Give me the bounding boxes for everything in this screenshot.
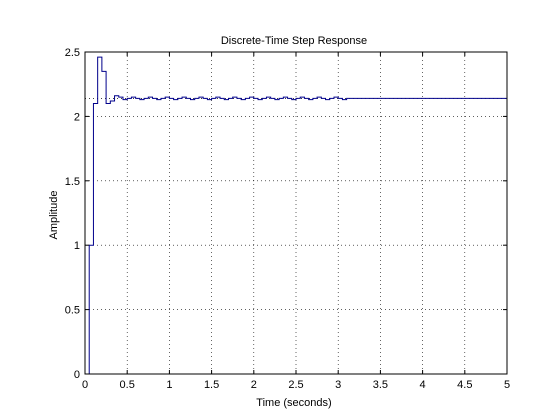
axis-ticks (84, 51, 508, 375)
y-axis-label: Amplitude (48, 191, 60, 240)
x-tick-label: 1.5 (204, 379, 219, 391)
x-tick-label: 0 (82, 379, 88, 391)
x-tick-label: 2.5 (288, 379, 303, 391)
x-tick-label: 3.5 (373, 379, 388, 391)
x-tick-label: 0.5 (120, 379, 135, 391)
chart-title: Discrete-Time Step Response (221, 35, 367, 47)
x-tick-label: 1 (166, 379, 172, 391)
x-tick-label: 3 (335, 379, 341, 391)
x-tick-label: 4 (420, 379, 426, 391)
x-tick-label: 2 (251, 379, 257, 391)
x-axis-label: Time (seconds) (256, 397, 331, 409)
x-tick-labels: 0 0.5 1 1.5 2 2.5 3 3.5 4 4.5 5 (82, 379, 510, 391)
y-tick-label: 2 (74, 111, 80, 123)
y-tick-label: 1.5 (65, 176, 80, 188)
x-tick-label: 4.5 (457, 379, 472, 391)
y-tick-label: 2.5 (65, 47, 80, 59)
y-tick-label: 0.5 (65, 305, 80, 317)
y-tick-labels: 0 0.5 1 1.5 2 2.5 (65, 47, 80, 381)
x-tick-label: 5 (504, 379, 510, 391)
y-tick-label: 0 (74, 369, 80, 381)
grid (85, 52, 507, 374)
step-response-series-line (85, 56, 507, 375)
y-tick-label: 1 (74, 240, 80, 252)
